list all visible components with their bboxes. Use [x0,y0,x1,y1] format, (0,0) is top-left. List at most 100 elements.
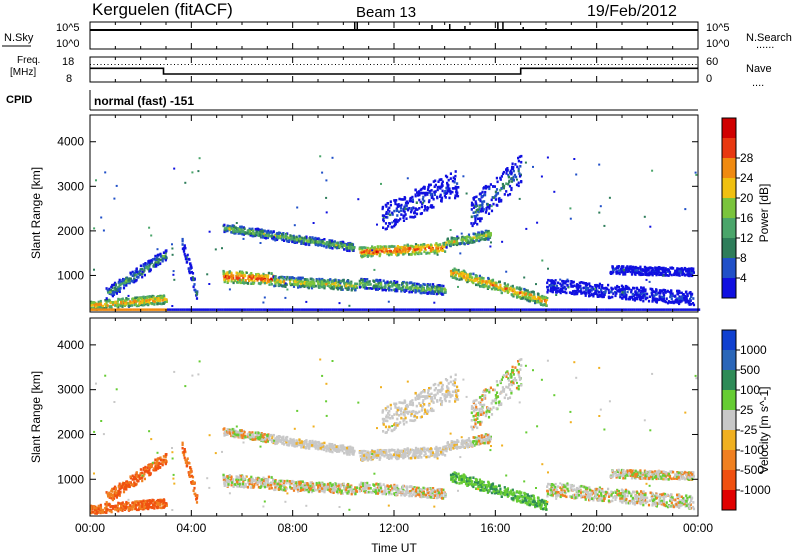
power-cell [462,238,465,241]
power-cell [393,288,396,292]
power-cell [494,190,497,194]
power-cell [689,302,692,306]
power-cell [632,286,635,290]
power-cell [454,170,457,173]
velocity-cell [162,460,165,464]
power-cell [618,269,621,272]
velocity-cell [119,508,122,512]
power-cell [405,289,408,292]
power-cell [410,308,413,311]
power-cell [608,196,611,199]
colorbar-swatch [722,118,736,139]
power-cell [461,237,464,241]
power-cell [585,291,588,295]
power-cell [474,221,477,224]
power-cell [359,251,362,254]
power-cell [341,288,344,291]
velocity-cell [127,506,130,509]
power-cell [506,291,509,294]
power-cell [256,232,259,236]
power-cell [189,264,192,268]
power-cell [288,276,291,279]
power-cell [491,279,494,283]
power-cell [263,279,266,282]
power-cell [181,239,184,243]
power-cell [632,294,635,298]
freq-label: Freq. [17,55,40,66]
power-cell [156,256,159,259]
power-cell [461,240,464,243]
velocity-cell [154,458,157,462]
power-cell [688,273,691,276]
power-cell [227,273,230,277]
power-cell [423,199,426,203]
power-cell [528,293,531,297]
power-cell [288,278,291,281]
power-cell [638,294,641,298]
power-cell [143,269,146,272]
power-cell [442,243,445,246]
power-cell [637,308,640,311]
velocity-cell [153,507,156,510]
power-cell [125,298,128,301]
power-cell [451,190,454,194]
power-cell [386,202,389,205]
power-cell [458,271,461,275]
power-cell [466,274,469,277]
power-cell [450,240,453,243]
power-cell [410,244,413,248]
velocity-cell [232,480,235,484]
power-cell [94,308,97,311]
power-cell [264,236,268,240]
power-cell [281,276,284,280]
velocity-cell [235,478,238,482]
power-cell [418,289,421,293]
power-cell [438,308,441,311]
power-cell [587,292,590,295]
power-cell [526,289,529,292]
power-cell [477,198,481,201]
power-cell [599,205,602,208]
power-cell [422,282,425,286]
power-cell [349,281,352,285]
power-cell [575,173,578,176]
power-cell [292,285,296,288]
power-cell [661,270,665,274]
power-cell [163,308,166,311]
power-cell [417,282,420,286]
power-cell [304,242,307,245]
power-cell [347,286,350,289]
velocity-cell [148,468,151,472]
power-cell [545,304,548,307]
power-cell [489,233,492,237]
power-cell [313,284,316,287]
power-cell [436,245,439,249]
power-cell [238,228,241,232]
power-cell [406,201,409,205]
power-cell [290,278,293,281]
power-cell [490,205,493,208]
power-cell [152,296,155,299]
power-cell [171,308,174,311]
velocity-cell [135,474,138,478]
power-cell [578,284,581,288]
power-cell [416,282,419,286]
power-cell [159,302,162,305]
power-cell [639,268,642,271]
power-cell [486,282,489,285]
power-cell [333,283,336,287]
power-cell [521,292,524,295]
power-cell [624,270,627,274]
power-cell [391,211,394,215]
velocity-cell [114,487,118,490]
power-cell [684,208,687,211]
power-cell [406,287,409,290]
power-cell [113,281,117,285]
power-cell [552,286,555,290]
power-cell [309,280,312,284]
power-cell [425,245,428,248]
power-cell [478,239,481,243]
power-cell [295,241,298,244]
power-cell [393,209,396,213]
power-cell [235,274,238,278]
